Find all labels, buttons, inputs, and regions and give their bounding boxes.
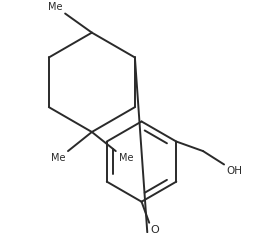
Text: Me: Me (119, 153, 133, 163)
Text: O: O (150, 225, 159, 235)
Text: OH: OH (226, 166, 242, 176)
Text: Me: Me (51, 153, 65, 163)
Text: Me: Me (48, 2, 62, 12)
